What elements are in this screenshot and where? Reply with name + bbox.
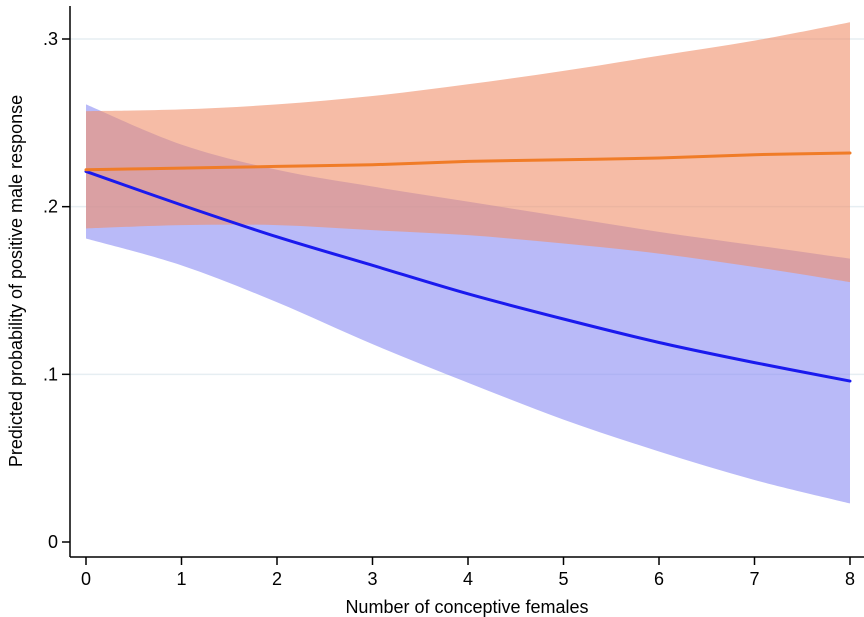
y-axis-title: Predicted probability of positive male r… bbox=[6, 95, 26, 467]
y-tick-label-0: 0 bbox=[48, 532, 58, 552]
y-tick-label-1: .1 bbox=[43, 364, 58, 384]
x-tick-label-3: 3 bbox=[367, 569, 377, 589]
x-tick-label-2: 2 bbox=[272, 569, 282, 589]
x-tick-label-6: 6 bbox=[654, 569, 664, 589]
x-tick-label-7: 7 bbox=[749, 569, 759, 589]
x-tick-label-1: 1 bbox=[176, 569, 186, 589]
x-tick-label-5: 5 bbox=[558, 569, 568, 589]
y-tick-label-3: .3 bbox=[43, 29, 58, 49]
x-tick-label-0: 0 bbox=[81, 569, 91, 589]
x-tick-label-8: 8 bbox=[845, 569, 855, 589]
ticks: 0 1 2 3 4 5 6 7 8 0 .1 .2 .3 bbox=[43, 29, 855, 589]
series-lines bbox=[84, 151, 852, 383]
x-tick-label-4: 4 bbox=[463, 569, 473, 589]
confidence-bands bbox=[86, 22, 850, 504]
series-line-0 bbox=[84, 169, 852, 383]
y-tick-label-2: .2 bbox=[43, 197, 58, 217]
x-axis-title: Number of conceptive females bbox=[345, 597, 588, 617]
confidence-band-1 bbox=[86, 22, 850, 283]
axes bbox=[69, 6, 864, 558]
series-line-1 bbox=[84, 151, 852, 172]
